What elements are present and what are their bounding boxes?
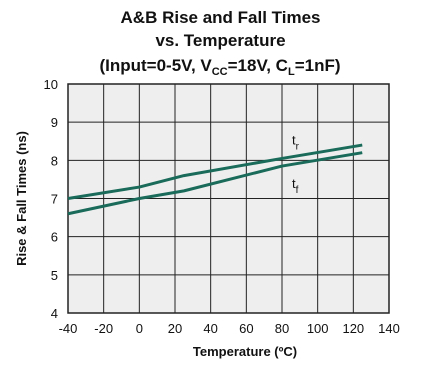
series-line-tf	[67, 151, 363, 216]
x-axis-label: Temperature (ºC)	[193, 344, 297, 359]
y-tick-label: 5	[51, 268, 58, 283]
series-line-tr	[67, 143, 363, 200]
series-layer: tr tf	[67, 132, 363, 216]
chart-title: A&B Rise and Fall Times	[120, 8, 321, 27]
y-tick-label: 6	[51, 230, 58, 245]
x-tick-label: 80	[275, 321, 289, 336]
y-tick-label: 10	[44, 77, 58, 92]
y-tick-label: 7	[51, 192, 58, 207]
x-tick-label: 60	[239, 321, 253, 336]
chart-subtitle-line-1: vs. Temperature	[155, 31, 286, 50]
tick-label-layer: -40 -20 0 20 40 60 80 100 120 140 4 5 6 7 8 9 10	[44, 77, 400, 336]
series-label-tf: tf	[292, 176, 299, 196]
x-tick-label: -40	[59, 321, 78, 336]
y-tick-label: 4	[51, 306, 58, 321]
y-tick-label: 8	[51, 153, 58, 168]
x-tick-label: 100	[307, 321, 329, 336]
x-tick-label: 120	[342, 321, 364, 336]
series-label-tr: tr	[292, 132, 300, 152]
x-tick-label: 20	[168, 321, 182, 336]
x-tick-label: -20	[94, 321, 113, 336]
y-axis-label: Rise & Fall Times (ns)	[14, 131, 29, 266]
x-tick-label: 140	[378, 321, 400, 336]
x-tick-label: 40	[203, 321, 217, 336]
y-tick-label: 9	[51, 115, 58, 130]
chart-subtitle-line-2: (Input=0-5V, VCC=18V, CL=1nF)	[99, 56, 340, 78]
x-tick-label: 0	[136, 321, 143, 336]
